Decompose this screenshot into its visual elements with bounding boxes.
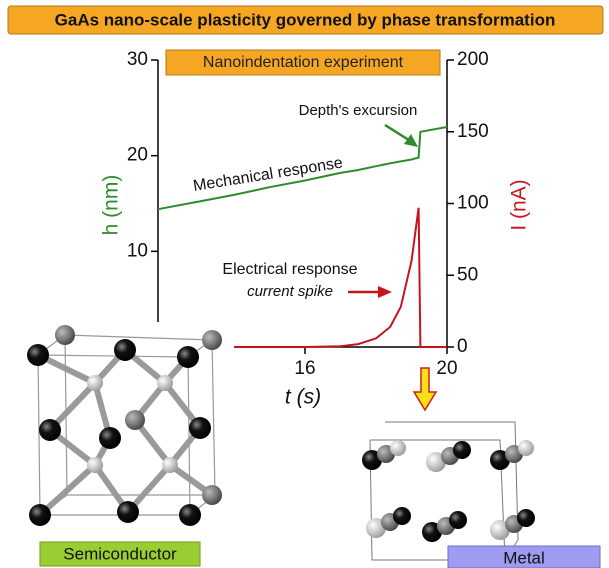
atom-pair — [490, 440, 534, 470]
atom — [189, 417, 211, 439]
atom — [202, 485, 222, 505]
annotation-arrowhead — [404, 134, 418, 147]
y-tick-label: 30 — [127, 49, 148, 70]
annotation: Depth's excursion — [299, 102, 418, 119]
annotation-arrowhead — [378, 286, 392, 298]
semiconductor-label: Semiconductor — [63, 544, 177, 563]
atom — [27, 344, 49, 366]
atom — [29, 504, 51, 526]
atom — [125, 410, 145, 430]
series-label: Mechanical response — [192, 154, 344, 194]
atom — [453, 441, 471, 459]
atom — [179, 504, 201, 526]
y2-tick-label: 100 — [457, 193, 489, 214]
atom — [157, 375, 173, 391]
y2-tick-label: 50 — [457, 264, 478, 285]
atom-pair — [362, 440, 406, 470]
atom — [162, 457, 178, 473]
annotation: current spike — [247, 283, 333, 300]
y2-axis-label: I (nA) — [508, 179, 531, 230]
atom — [390, 440, 406, 456]
atom — [393, 507, 411, 525]
atom — [99, 427, 121, 449]
atom-pair — [422, 511, 467, 542]
atom-pair — [366, 507, 411, 538]
atom — [177, 346, 199, 368]
atom — [87, 375, 103, 391]
y2-tick-label: 150 — [457, 121, 489, 142]
atom — [55, 325, 75, 345]
transition-arrow — [414, 368, 436, 410]
figure: GaAs nano-scale plasticity governed by p… — [0, 0, 609, 568]
y-tick-label: 10 — [127, 240, 148, 261]
atom — [87, 457, 103, 473]
atom — [517, 509, 535, 527]
metal-crystal — [362, 422, 535, 560]
metal-label: Metal — [503, 548, 545, 567]
x-tick-label: 16 — [294, 358, 315, 379]
series-label: Electrical response — [222, 261, 357, 278]
y-axis-label: h (nm) — [100, 175, 123, 236]
y2-tick-label: 0 — [457, 336, 468, 357]
title: GaAs nano-scale plasticity governed by p… — [55, 10, 556, 29]
y-tick-label: 20 — [127, 145, 148, 166]
x-tick-label: 20 — [436, 358, 457, 379]
atom — [518, 440, 534, 456]
y2-tick-label: 200 — [457, 49, 489, 70]
atom — [202, 330, 222, 350]
atom — [449, 511, 467, 529]
atom-pair — [426, 441, 471, 472]
subtitle: Nanoindentation experiment — [203, 54, 404, 71]
atom — [117, 501, 139, 523]
x-axis-label: t (s) — [285, 386, 321, 409]
atom-pair — [490, 509, 535, 540]
atom — [39, 419, 61, 441]
atom — [114, 339, 136, 361]
